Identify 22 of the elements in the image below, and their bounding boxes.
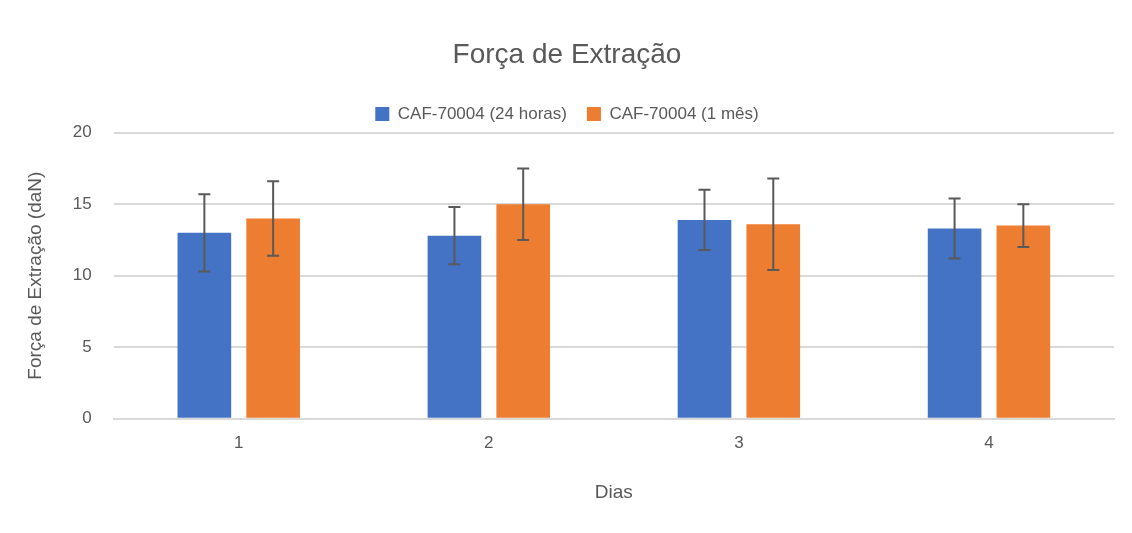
bar [927,228,982,418]
bar [177,232,232,418]
bar [746,224,801,418]
y-tick-label: 0 [82,408,92,428]
bar [496,204,551,418]
bar [427,235,482,418]
legend-label: CAF-70004 (1 mês) [609,103,759,123]
x-tick-label: 2 [484,432,494,452]
y-axis-title: Força de Extração (daN) [23,171,45,380]
y-tick-label: 20 [72,122,92,142]
x-axis-title: Dias [594,480,633,502]
x-tick-label: 4 [984,432,994,452]
bar [677,219,732,418]
x-tick-label: 3 [734,432,744,452]
y-tick-label: 5 [82,336,92,356]
bar [996,225,1051,418]
chart-title: Força de Extração [452,37,682,69]
y-tick-label: 15 [72,193,92,213]
bar [246,218,300,418]
x-tick-label: 1 [234,432,244,452]
legend-label: CAF-70004 (24 horas) [397,103,567,123]
y-tick-label: 10 [72,265,92,285]
